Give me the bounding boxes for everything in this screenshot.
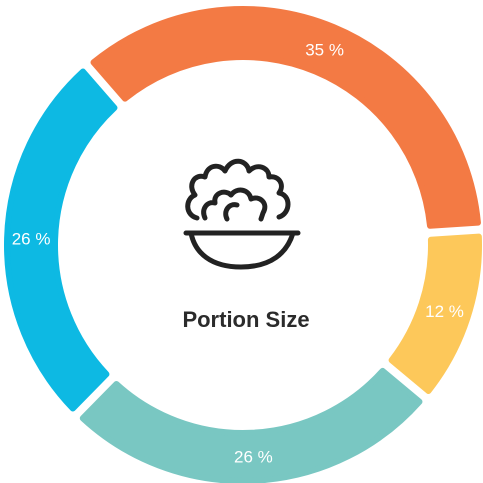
segment-label: 12 %	[425, 302, 464, 321]
salad-bowl-icon	[183, 158, 301, 270]
donut-segment	[4, 68, 118, 412]
donut-segment	[79, 367, 423, 483]
segment-labels: 35 % 12 % 26 % 26 %	[12, 40, 464, 466]
segment-label: 35 %	[305, 40, 344, 59]
segment-label: 26 %	[12, 230, 51, 249]
donut-segments	[4, 6, 482, 483]
donut-segment	[388, 233, 482, 394]
donut-segment	[90, 6, 481, 229]
chart-title: Portion Size	[182, 307, 309, 332]
segment-label: 26 %	[234, 448, 273, 467]
